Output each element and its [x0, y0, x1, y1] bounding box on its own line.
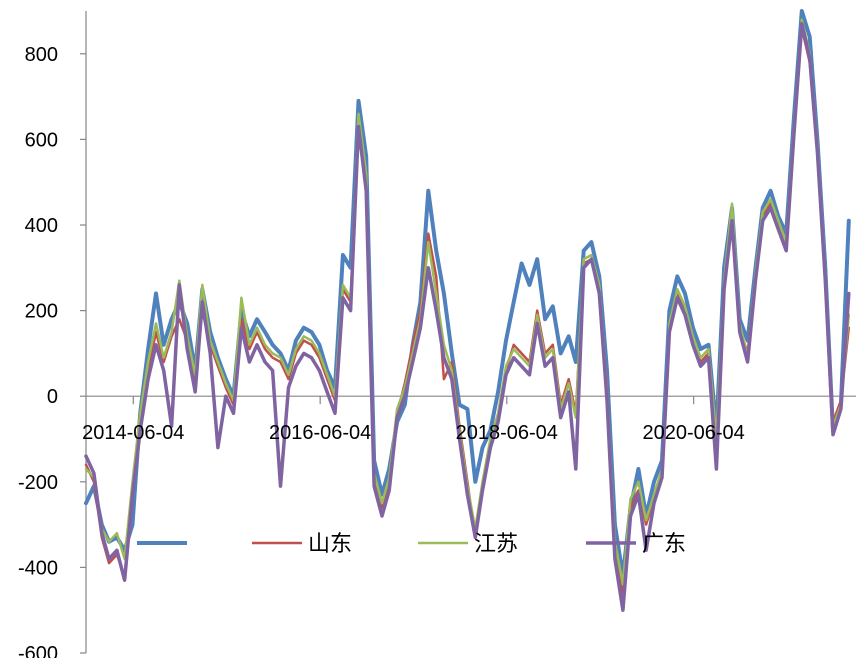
legend-label-1: 山东 [308, 532, 352, 557]
y-tick-label: 800 [25, 44, 58, 66]
series-layer [84, 9, 851, 612]
series-line-3 [84, 22, 851, 612]
y-tick-label: 0 [47, 386, 58, 408]
y-tick-label: 200 [25, 301, 58, 323]
legend-label-2: 江苏 [474, 532, 518, 557]
y-tick-label: 600 [25, 129, 58, 151]
x-tick-label: 2014-06-04 [82, 422, 184, 444]
y-tick-label: 400 [25, 215, 58, 237]
x-tick-label: 2016-06-04 [269, 422, 371, 444]
x-tick-label: 2020-06-04 [643, 422, 745, 444]
y-tick-label: -600 [18, 643, 58, 658]
tick-labels: 800 600 400 200 0 -200 -400 -600 2014-06-04 2016-… [18, 44, 745, 658]
y-tick-label: -200 [18, 472, 58, 494]
y-tick-label: -400 [18, 557, 58, 579]
x-tick-label: 2018-06-04 [456, 422, 558, 444]
legend: 山东 江苏 广东 [137, 532, 686, 557]
legend-label-3: 广东 [642, 532, 686, 557]
